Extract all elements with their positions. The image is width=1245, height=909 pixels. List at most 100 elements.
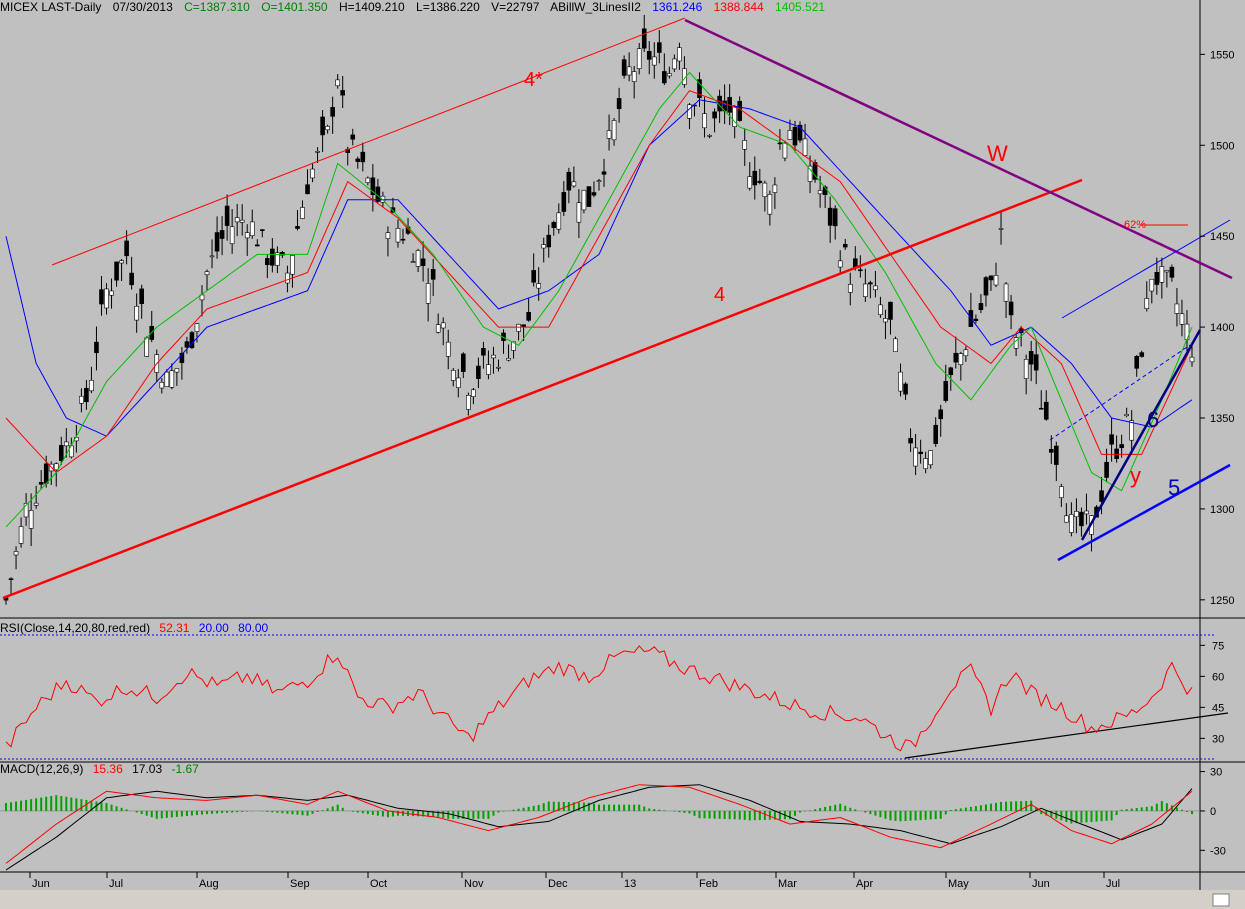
candle-body <box>1109 434 1114 445</box>
wave-label-4: 4 <box>714 284 725 306</box>
candle-body <box>134 305 139 321</box>
candle-body <box>104 288 109 309</box>
candle <box>18 517 24 548</box>
status-bar-box <box>1212 893 1230 907</box>
macd-signal-line <box>5 784 1193 871</box>
candle-body <box>420 258 426 266</box>
candle-body <box>988 275 994 281</box>
candle-body <box>1119 444 1124 449</box>
candle <box>1079 507 1084 537</box>
candle-body <box>832 208 838 227</box>
candle <box>576 189 582 239</box>
candle-body <box>561 192 567 212</box>
candle-body <box>983 277 989 296</box>
candle <box>1124 407 1129 418</box>
candle <box>898 363 903 397</box>
candle-body <box>259 229 265 231</box>
candle-body <box>254 244 260 247</box>
candle-body <box>320 116 325 136</box>
candle <box>1023 354 1029 395</box>
x-tick-label: Dec <box>548 878 568 890</box>
candle-body <box>712 111 717 119</box>
candle <box>94 326 99 371</box>
candle <box>1043 390 1049 421</box>
candle <box>842 238 848 250</box>
candle-body <box>330 107 335 117</box>
candle <box>636 42 642 75</box>
candle <box>551 220 557 236</box>
candle-body <box>792 127 798 146</box>
candle <box>270 238 275 273</box>
candle <box>1114 435 1119 463</box>
candle <box>84 380 89 410</box>
candle-body <box>973 318 979 322</box>
candle <box>958 351 964 381</box>
candle <box>1028 340 1034 382</box>
candle-body <box>486 364 491 375</box>
x-tick-label: Apr <box>856 878 873 890</box>
candle <box>214 216 220 259</box>
candle-body <box>556 212 562 230</box>
candle-body <box>1189 356 1195 363</box>
candle-body <box>772 184 778 193</box>
candle-body <box>636 48 642 69</box>
candle <box>1038 390 1044 410</box>
candle-body <box>737 100 743 121</box>
candle-body <box>908 437 913 444</box>
candle <box>169 363 175 390</box>
chart-header: MICEX LAST-Daily 07/30/2013 C=1387.310 O… <box>0 0 1245 16</box>
candle-body <box>827 207 833 226</box>
candle <box>179 347 185 380</box>
rsi-panel <box>0 634 1229 760</box>
macd-label: MACD(12,26,9) <box>0 762 84 776</box>
candle-body <box>797 124 803 141</box>
candle <box>1174 287 1180 327</box>
candle <box>1074 498 1079 534</box>
candle <box>1144 281 1150 312</box>
candle-body <box>993 275 999 286</box>
candle <box>938 404 944 437</box>
candle-body <box>79 395 84 404</box>
candle-body <box>204 271 210 276</box>
candle-body <box>114 261 119 281</box>
candle <box>109 278 114 309</box>
candle <box>491 346 496 374</box>
candle-body <box>807 165 813 182</box>
candle <box>325 124 330 134</box>
candle-body <box>280 252 285 256</box>
y-tick-label: 1550 <box>1210 49 1234 61</box>
candle-body <box>863 283 868 297</box>
candle-body <box>1023 359 1029 379</box>
candle <box>923 451 928 474</box>
candle-body <box>305 184 310 195</box>
candle-body <box>576 202 582 223</box>
candle <box>978 294 984 314</box>
candle-body <box>28 510 34 529</box>
candle-body <box>189 332 195 349</box>
candle-body <box>94 341 99 354</box>
candle-body <box>455 377 461 388</box>
candle <box>99 276 104 316</box>
candle-body <box>476 365 481 379</box>
open-value: O=1401.350 <box>261 0 328 14</box>
candle-body <box>1084 510 1089 515</box>
candle-body <box>370 177 376 196</box>
candle <box>802 123 808 157</box>
x-tick-label: Sep <box>290 878 310 890</box>
candle <box>114 261 119 287</box>
candle <box>315 147 320 164</box>
candle <box>918 439 923 464</box>
candle <box>335 74 340 89</box>
candle <box>913 433 918 476</box>
candle-body <box>440 322 446 329</box>
candle <box>677 42 682 70</box>
candle <box>455 368 461 398</box>
candle-body <box>928 450 933 466</box>
candle <box>556 203 562 234</box>
y-tick-label: 1500 <box>1210 140 1234 152</box>
candle <box>189 330 195 349</box>
candle <box>501 329 506 354</box>
candle-body <box>290 255 295 275</box>
candle-body <box>878 304 883 316</box>
candle-body <box>616 98 622 110</box>
